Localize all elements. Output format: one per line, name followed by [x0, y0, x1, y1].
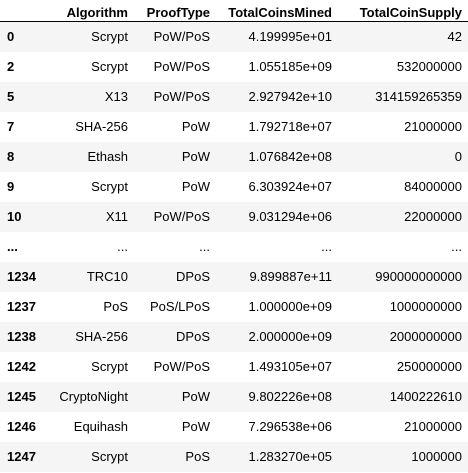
header-row: Algorithm ProofType TotalCoinsMined Tota… [0, 0, 468, 22]
row-index: 0 [7, 29, 15, 45]
cell-totalcoinsmined: 6.303924e+07 [248, 179, 332, 194]
cell-totalcoinsmined: 9.031294e+06 [248, 209, 332, 224]
cell-totalcoinsupply: 314159265359 [375, 89, 462, 104]
cell-totalcoinsmined: 2.000000e+09 [248, 329, 332, 344]
cell-totalcoinsupply: 1000000 [411, 449, 462, 464]
row-index: 1234 [7, 269, 36, 284]
cell-prooftype: PoW [181, 149, 210, 164]
cell-totalcoinsmined: 9.899887e+11 [249, 269, 332, 284]
cell-prooftype: PoW [181, 119, 210, 134]
cell-algorithm: Equihash [73, 419, 128, 434]
column-header-algorithm: Algorithm [46, 0, 134, 22]
cell-prooftype: PoW [181, 419, 210, 434]
row-index: 1237 [7, 299, 36, 314]
table-row: 0 Scrypt PoW/PoS 4.199995e+01 42 [0, 21, 468, 52]
cell-totalcoinsupply: 42 [447, 29, 462, 45]
row-index: 1238 [7, 329, 36, 344]
cell-prooftype: DPoS [176, 269, 210, 284]
cell-prooftype: PoS [185, 449, 210, 464]
cell-totalcoinsmined: 1.076842e+08 [248, 149, 332, 164]
table-row: 1238 SHA-256 DPoS 2.000000e+09 2000000000 [0, 321, 468, 352]
cell-algorithm: SHA-256 [75, 119, 128, 134]
row-index: 1242 [7, 359, 36, 374]
table-row: 1246 Equihash PoW 7.296538e+06 21000000 [0, 411, 468, 442]
cell-totalcoinsupply: 1400222610 [389, 389, 462, 404]
cell-totalcoinsupply: 1000000000 [389, 299, 462, 314]
cell-prooftype: ... [199, 239, 210, 254]
cell-prooftype: PoW [181, 389, 210, 404]
table-row: 1237 PoS PoS/LPoS 1.000000e+09 1000000000 [0, 291, 468, 322]
cell-prooftype: PoW/PoS [153, 359, 210, 374]
cell-algorithm: SHA-256 [75, 329, 128, 344]
cell-prooftype: PoS/LPoS [150, 299, 210, 314]
column-header-totalcoinsupply: TotalCoinSupply [338, 0, 468, 22]
cell-totalcoinsupply: 22000000 [404, 209, 462, 224]
table-body: 0 Scrypt PoW/PoS 4.199995e+01 42 2 Scrypt PoW/P… [0, 21, 468, 472]
cell-totalcoinsupply: 990000000000 [375, 269, 462, 284]
row-index: 1245 [7, 389, 36, 404]
row-index: ... [7, 239, 18, 254]
row-index: 10 [7, 209, 22, 224]
cell-prooftype: DPoS [176, 329, 210, 344]
cell-algorithm: X13 [104, 89, 128, 104]
cell-algorithm: Scrypt [91, 449, 128, 464]
cell-algorithm: Scrypt [91, 179, 128, 194]
cell-totalcoinsmined: 1.000000e+09 [248, 299, 332, 314]
table-row: 1242 Scrypt PoW/PoS 1.493105e+07 250000000 [0, 351, 468, 382]
table-row: 10 X11 PoW/PoS 9.031294e+06 22000000 [0, 201, 468, 232]
cell-algorithm: Scrypt [91, 59, 128, 74]
column-header-prooftype: ProofType [134, 0, 216, 22]
table-row: 9 Scrypt PoW 6.303924e+07 84000000 [0, 171, 468, 202]
table-header: Algorithm ProofType TotalCoinsMined Tota… [0, 0, 468, 22]
index-column-header [0, 0, 46, 22]
row-index: 7 [7, 119, 15, 134]
cell-totalcoinsupply: 0 [454, 149, 462, 164]
cell-algorithm: Scrypt [91, 359, 128, 374]
table-row: 7 SHA-256 PoW 1.792718e+07 21000000 [0, 111, 468, 142]
cell-totalcoinsmined: 1.493105e+07 [248, 359, 332, 374]
cell-algorithm: TRC10 [86, 269, 128, 284]
cell-algorithm: X11 [105, 209, 128, 224]
cell-totalcoinsmined: 1.283270e+05 [248, 449, 332, 464]
cell-totalcoinsupply: 250000000 [396, 359, 462, 374]
cell-algorithm: CryptoNight [59, 389, 128, 404]
cell-totalcoinsupply: 21000000 [404, 419, 462, 434]
cell-algorithm: PoS [103, 299, 128, 314]
row-index: 5 [7, 89, 15, 104]
cell-totalcoinsmined: 7.296538e+06 [248, 419, 332, 434]
cell-algorithm: ... [117, 239, 128, 254]
column-header-totalcoinsmined: TotalCoinsMined [216, 0, 338, 22]
cell-totalcoinsupply: ... [451, 239, 462, 254]
cell-totalcoinsupply: 532000000 [396, 59, 462, 74]
row-index: 8 [7, 149, 15, 164]
cell-totalcoinsupply: 2000000000 [389, 329, 462, 344]
cell-totalcoinsmined: ... [321, 239, 332, 254]
table-row: 1234 TRC10 DPoS 9.899887e+11 990000000000 [0, 261, 468, 292]
cell-prooftype: PoW/PoS [153, 59, 210, 74]
table-row: ............... [0, 231, 468, 262]
cell-prooftype: PoW/PoS [153, 29, 210, 45]
row-index: 9 [7, 179, 15, 194]
table-row: 5 X13 PoW/PoS 2.927942e+10 314159265359 [0, 81, 468, 112]
table-row: 8 Ethash PoW 1.076842e+08 0 [0, 141, 468, 172]
cell-totalcoinsmined: 4.199995e+01 [248, 29, 332, 45]
row-index: 2 [7, 59, 15, 74]
row-index: 1247 [7, 449, 36, 464]
cell-prooftype: PoW/PoS [153, 209, 210, 224]
cell-totalcoinsmined: 1.792718e+07 [248, 119, 332, 134]
table-row: 2 Scrypt PoW/PoS 1.055185e+09 532000000 [0, 51, 468, 82]
cell-algorithm: Scrypt [91, 29, 128, 45]
cell-prooftype: PoW/PoS [153, 89, 210, 104]
cell-totalcoinsmined: 2.927942e+10 [248, 89, 332, 104]
row-index: 1246 [7, 419, 36, 434]
cell-totalcoinsupply: 84000000 [404, 179, 462, 194]
table-row: 1247 Scrypt PoS 1.283270e+05 1000000 [0, 441, 468, 472]
cell-totalcoinsmined: 1.055185e+09 [248, 59, 332, 74]
table-row: 1245 CryptoNight PoW 9.802226e+08 1400222610 [0, 381, 468, 412]
cell-algorithm: Ethash [87, 149, 128, 164]
cell-prooftype: PoW [181, 179, 210, 194]
cell-totalcoinsupply: 21000000 [404, 119, 462, 134]
cell-totalcoinsmined: 9.802226e+08 [248, 389, 332, 404]
